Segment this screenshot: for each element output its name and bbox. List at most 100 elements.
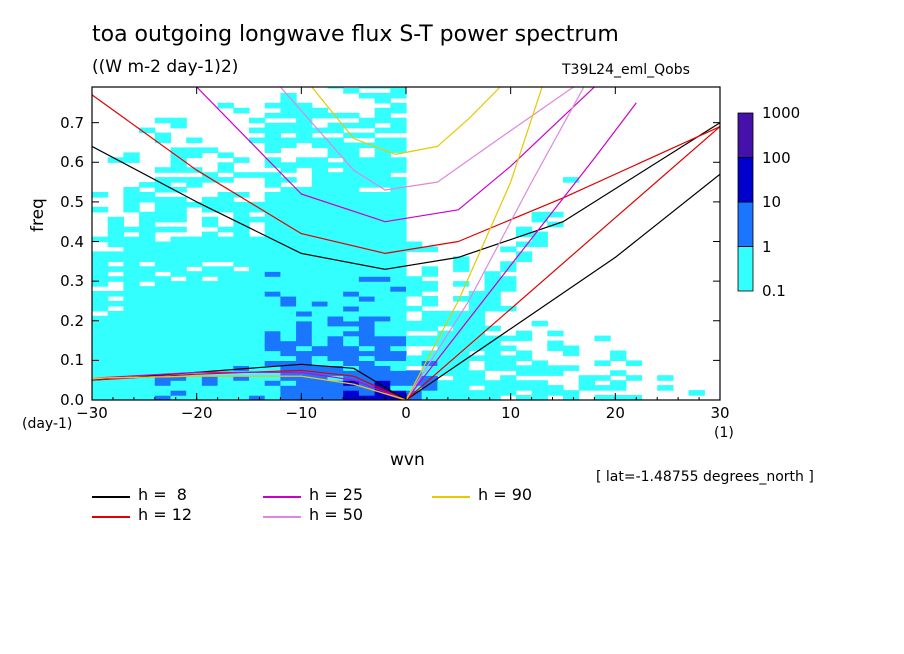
heatmap-cell [327,226,344,233]
heatmap-cell [201,231,219,238]
heatmap-cell [327,221,344,228]
heatmap-cell [123,206,140,213]
heatmap-cell [343,177,360,183]
heatmap-cell [358,310,376,317]
heatmap-cell [453,350,470,357]
heatmap-cell [311,107,329,114]
heatmap-cell [170,315,187,322]
heatmap-cell [201,305,219,312]
heatmap-cell [217,241,234,248]
heatmap-cell [390,187,407,193]
heatmap-cell [406,340,423,347]
heatmap-cell [390,380,407,386]
heatmap-cell [390,385,407,391]
heatmap-cell [343,122,360,129]
heatmap-cell [374,117,391,124]
heatmap-cell [92,340,109,347]
heatmap-cell [170,325,187,332]
heatmap-cell [123,201,140,208]
heatmap-cell [139,246,156,253]
heatmap-cell [374,216,391,223]
heatmap-cell [358,92,376,99]
heatmap-cell [343,360,360,366]
heatmap-cell [92,395,109,400]
heatmap-cell [233,310,250,317]
heatmap-cell [311,310,329,317]
heatmap-cell [327,211,344,218]
heatmap-cell [468,296,486,302]
heatmap-cell [233,335,250,342]
heatmap-cell [296,365,313,371]
heatmap-cell [123,241,140,248]
heatmap-cell [139,320,156,327]
heatmap-cell [123,196,140,203]
heatmap-cell [453,390,470,396]
heatmap-cell [139,296,156,302]
heatmap-cell [280,360,297,366]
heatmap-cell [296,102,313,109]
heatmap-cell [217,330,234,337]
heatmap-cell [358,177,376,183]
heatmap-cell [343,355,360,361]
heatmap-cell [406,286,423,292]
heatmap-cell [484,276,501,282]
heatmap-cell [264,142,281,149]
heatmap-cell [343,206,360,213]
heatmap-cell [201,325,219,332]
heatmap-cell [390,315,407,322]
heatmap-cell [296,196,313,203]
heatmap-cell [374,97,391,104]
heatmap-cell [327,296,344,302]
heatmap-cell [139,216,156,223]
heatmap-cell [201,286,219,292]
heatmap-cell [154,137,172,144]
heatmap-cell [201,241,219,248]
heatmap-cell [688,390,705,396]
heatmap-cell [264,226,281,233]
heatmap-cell [531,320,548,327]
heatmap-cell [139,276,156,282]
heatmap-cell [421,325,438,332]
heatmap-cell [296,276,313,282]
y-tick-label: 0.0 [60,391,84,409]
heatmap-cell [296,236,313,243]
heatmap-cell [280,266,297,272]
heatmap-cell [154,117,172,124]
heatmap-cell [358,390,376,396]
heatmap-cell [327,325,344,332]
heatmap-cell [139,256,156,262]
heatmap-cell [343,196,360,203]
heatmap-cell [311,177,329,183]
heatmap-cell [594,360,611,366]
heatmap-cell [201,380,219,386]
heatmap-cell [123,256,140,262]
heatmap-cell [92,325,109,332]
heatmap-cell [264,395,281,400]
heatmap-cell [311,167,329,173]
heatmap-cell [107,340,124,347]
heatmap-cell [154,335,172,342]
heatmap-cell [186,152,203,158]
heatmap-cell [107,300,124,307]
heatmap-cell [249,127,266,134]
heatmap-cell [390,192,407,198]
heatmap-cell [327,350,344,357]
heatmap-cell [374,211,391,218]
y-tick-label: 0.4 [60,232,84,251]
heatmap-cell [311,335,329,342]
heatmap-cell [92,390,109,396]
heatmap-cell [311,216,329,223]
heatmap-cell [374,157,391,163]
heatmap-cell [217,102,234,109]
heatmap-cell [123,281,140,287]
heatmap-cell [170,266,187,272]
heatmap-cell [390,276,407,282]
heatmap-cell [154,296,172,302]
heatmap-cell [186,201,203,208]
y-tick-label: 0.1 [60,351,84,370]
legend-swatch [263,516,301,518]
heatmap-cell [594,385,611,391]
heatmap-cell [296,390,313,396]
heatmap-cell [421,365,438,371]
heatmap-cell [484,305,501,312]
